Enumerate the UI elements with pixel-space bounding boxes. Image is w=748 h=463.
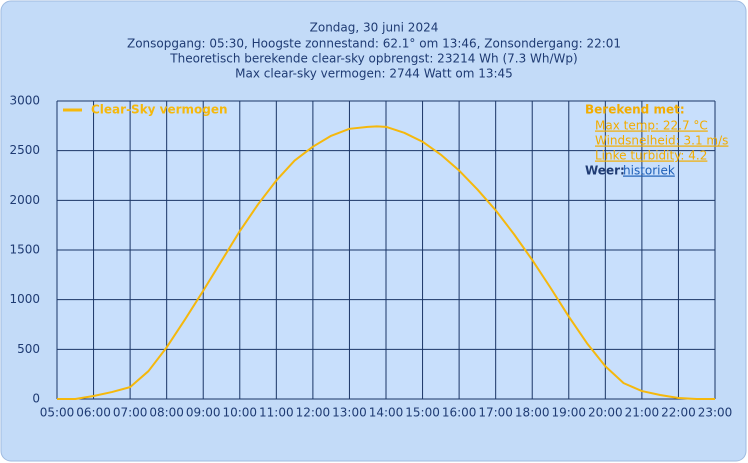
x-tick-label: 13:00 [332, 406, 367, 420]
y-tick-label: 1500 [9, 243, 40, 257]
weather-link[interactable]: historiek [623, 164, 675, 178]
x-tick-label: 11:00 [259, 406, 294, 420]
series-line [57, 125, 715, 400]
x-tick-label: 15:00 [405, 406, 440, 420]
x-tick-label: 19:00 [551, 406, 586, 420]
x-tick-label: 20:00 [588, 406, 623, 420]
grid [56, 100, 716, 400]
x-tick-label: 07:00 [113, 406, 148, 420]
y-tick-label: 500 [17, 342, 40, 356]
annotation-item[interactable]: Windsnelheid: 3.1 m/s [595, 134, 728, 148]
weather-label: Weer: [585, 164, 625, 178]
x-tick-label: 16:00 [442, 406, 477, 420]
x-tick-label: 22:00 [661, 406, 696, 420]
marks [57, 125, 715, 400]
annotation-heading: Berekend met: [585, 103, 685, 117]
annotation-item[interactable]: Max temp: 22.7 °C [595, 119, 708, 133]
x-tick-label: 09:00 [186, 406, 221, 420]
legend-label: Clear-Sky vermogen [91, 103, 228, 117]
x-tick-label: 12:00 [296, 406, 331, 420]
x-tick-label: 05:00 [40, 406, 75, 420]
x-tick-label: 10:00 [222, 406, 257, 420]
y-tick-label: 2000 [9, 193, 40, 207]
annotation-item[interactable]: Linke turbidity: 4.2 [595, 149, 707, 163]
chart-title: Zondag, 30 juni 2024 [310, 21, 439, 35]
x-tick-label: 21:00 [625, 406, 660, 420]
y-tick-label: 3000 [9, 94, 40, 108]
y-tick-label: 1000 [9, 292, 40, 306]
x-tick-label: 14:00 [369, 406, 404, 420]
x-tick-label: 18:00 [515, 406, 550, 420]
x-tick-label: 23:00 [698, 406, 733, 420]
y-tick-label: 2500 [9, 143, 40, 157]
x-tick-label: 17:00 [478, 406, 513, 420]
y-tick-label: 0 [32, 392, 40, 406]
x-tick-label: 06:00 [76, 406, 111, 420]
x-tick-label: 08:00 [149, 406, 184, 420]
subtitle: Zonsopgang: 05:30, Hoogste zonnestand: 6… [127, 37, 621, 51]
subtitle: Theoretisch berekende clear-sky opbrengs… [169, 52, 577, 66]
subtitle: Max clear-sky vermogen: 2744 Watt om 13:… [235, 67, 513, 81]
